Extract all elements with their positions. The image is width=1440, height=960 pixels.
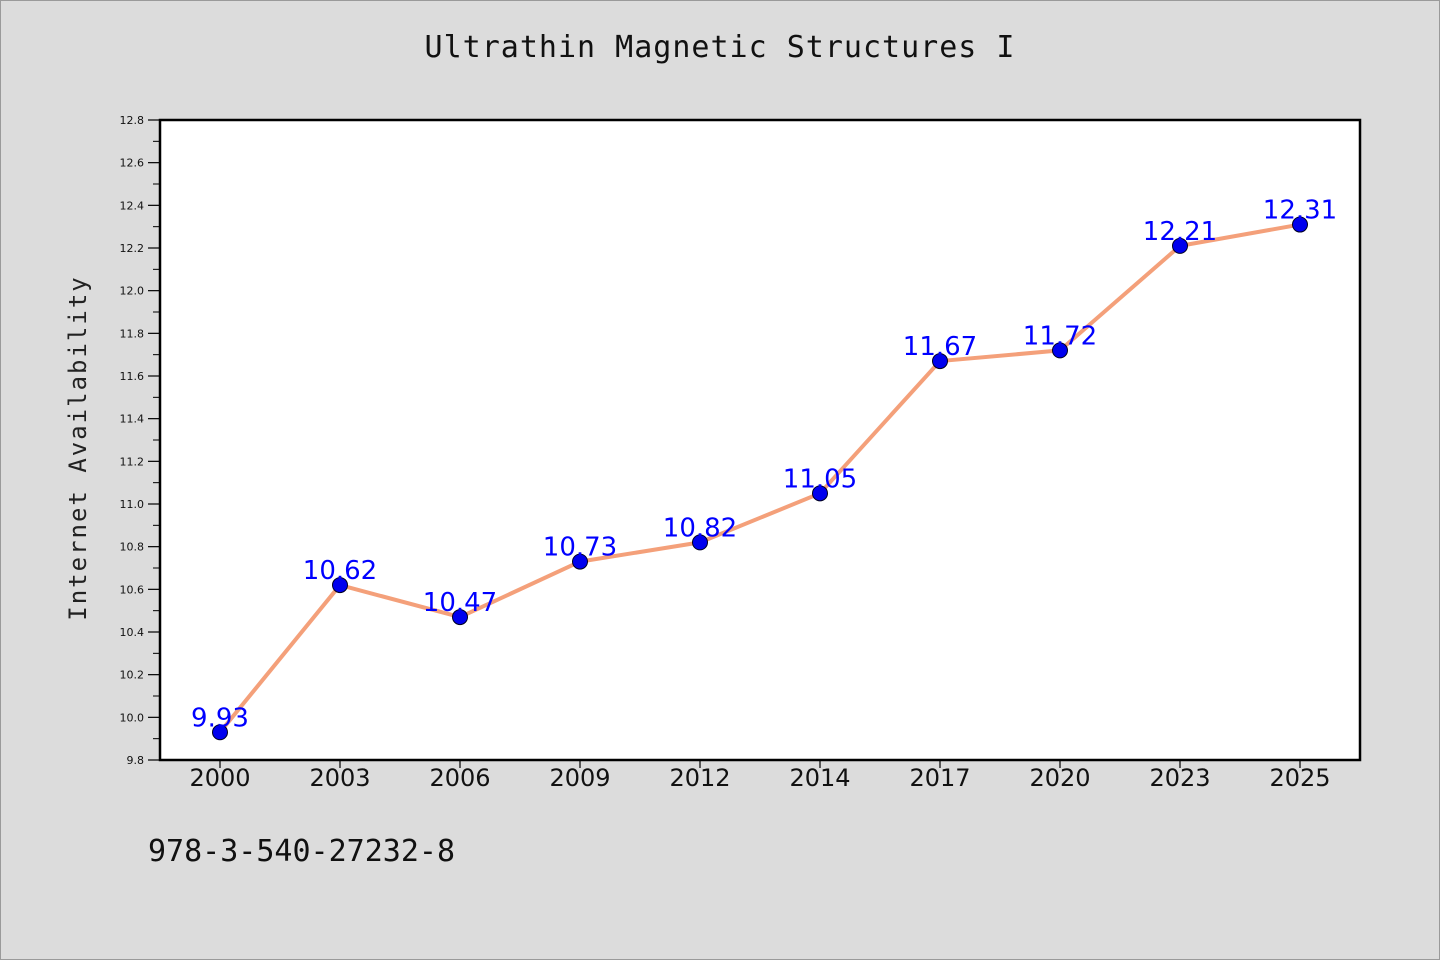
data-point [932, 353, 948, 370]
y-tick-label: 11.8 [120, 327, 145, 340]
plot-area [160, 120, 1360, 760]
x-tick-label: 2006 [429, 764, 490, 792]
x-tick-label: 2009 [549, 764, 610, 792]
data-point [572, 553, 588, 570]
y-tick-label: 11.4 [120, 413, 145, 426]
y-tick-label: 11.2 [120, 455, 145, 468]
data-label: 12.31 [1263, 196, 1337, 226]
x-tick-label: 2025 [1269, 764, 1330, 792]
chart-title: Ultrathin Magnetic Structures I [424, 30, 1016, 65]
x-tick-label: 2023 [1149, 764, 1210, 792]
data-label: 10.47 [423, 588, 497, 618]
data-label: 11.05 [783, 464, 857, 494]
data-point [1292, 216, 1308, 233]
isbn-footer: 978-3-540-27232-8 [148, 834, 456, 869]
data-label: 10.82 [663, 513, 737, 543]
data-point [1172, 237, 1188, 254]
x-tick-label: 2003 [309, 764, 370, 792]
data-label: 10.73 [543, 533, 617, 563]
x-tick-label: 2012 [669, 764, 730, 792]
x-tick-label: 2014 [789, 764, 850, 792]
y-tick-label: 10.4 [120, 626, 145, 639]
data-point [332, 577, 348, 594]
data-point [692, 534, 708, 551]
y-tick-label: 12.6 [120, 157, 145, 170]
y-tick-label: 12.8 [120, 114, 145, 127]
y-tick-label: 11.0 [120, 498, 145, 511]
y-tick-label: 10.0 [120, 711, 145, 724]
y-tick-label: 10.6 [120, 583, 145, 596]
y-tick-label: 9.8 [127, 754, 145, 767]
y-tick-label: 12.0 [120, 285, 145, 298]
x-tick-label: 2017 [909, 764, 970, 792]
plot-frame [158, 118, 1362, 762]
x-tick-label: 2020 [1029, 764, 1090, 792]
data-label: 12.21 [1143, 217, 1217, 247]
data-point [212, 724, 228, 741]
data-point [452, 609, 468, 626]
y-tick-label: 12.2 [120, 242, 145, 255]
y-tick-label: 11.6 [120, 370, 145, 383]
x-tick-label: 2000 [189, 764, 250, 792]
data-label: 9.93 [191, 703, 249, 733]
data-point [812, 485, 828, 502]
y-tick-label: 10.2 [120, 669, 145, 682]
y-tick-label: 10.8 [120, 541, 145, 554]
data-label: 10.62 [303, 556, 377, 586]
data-point [1052, 342, 1068, 359]
data-label: 11.67 [903, 332, 977, 362]
y-tick-label: 12.4 [120, 199, 145, 212]
data-label: 11.72 [1023, 321, 1097, 351]
series-line [218, 222, 1301, 734]
